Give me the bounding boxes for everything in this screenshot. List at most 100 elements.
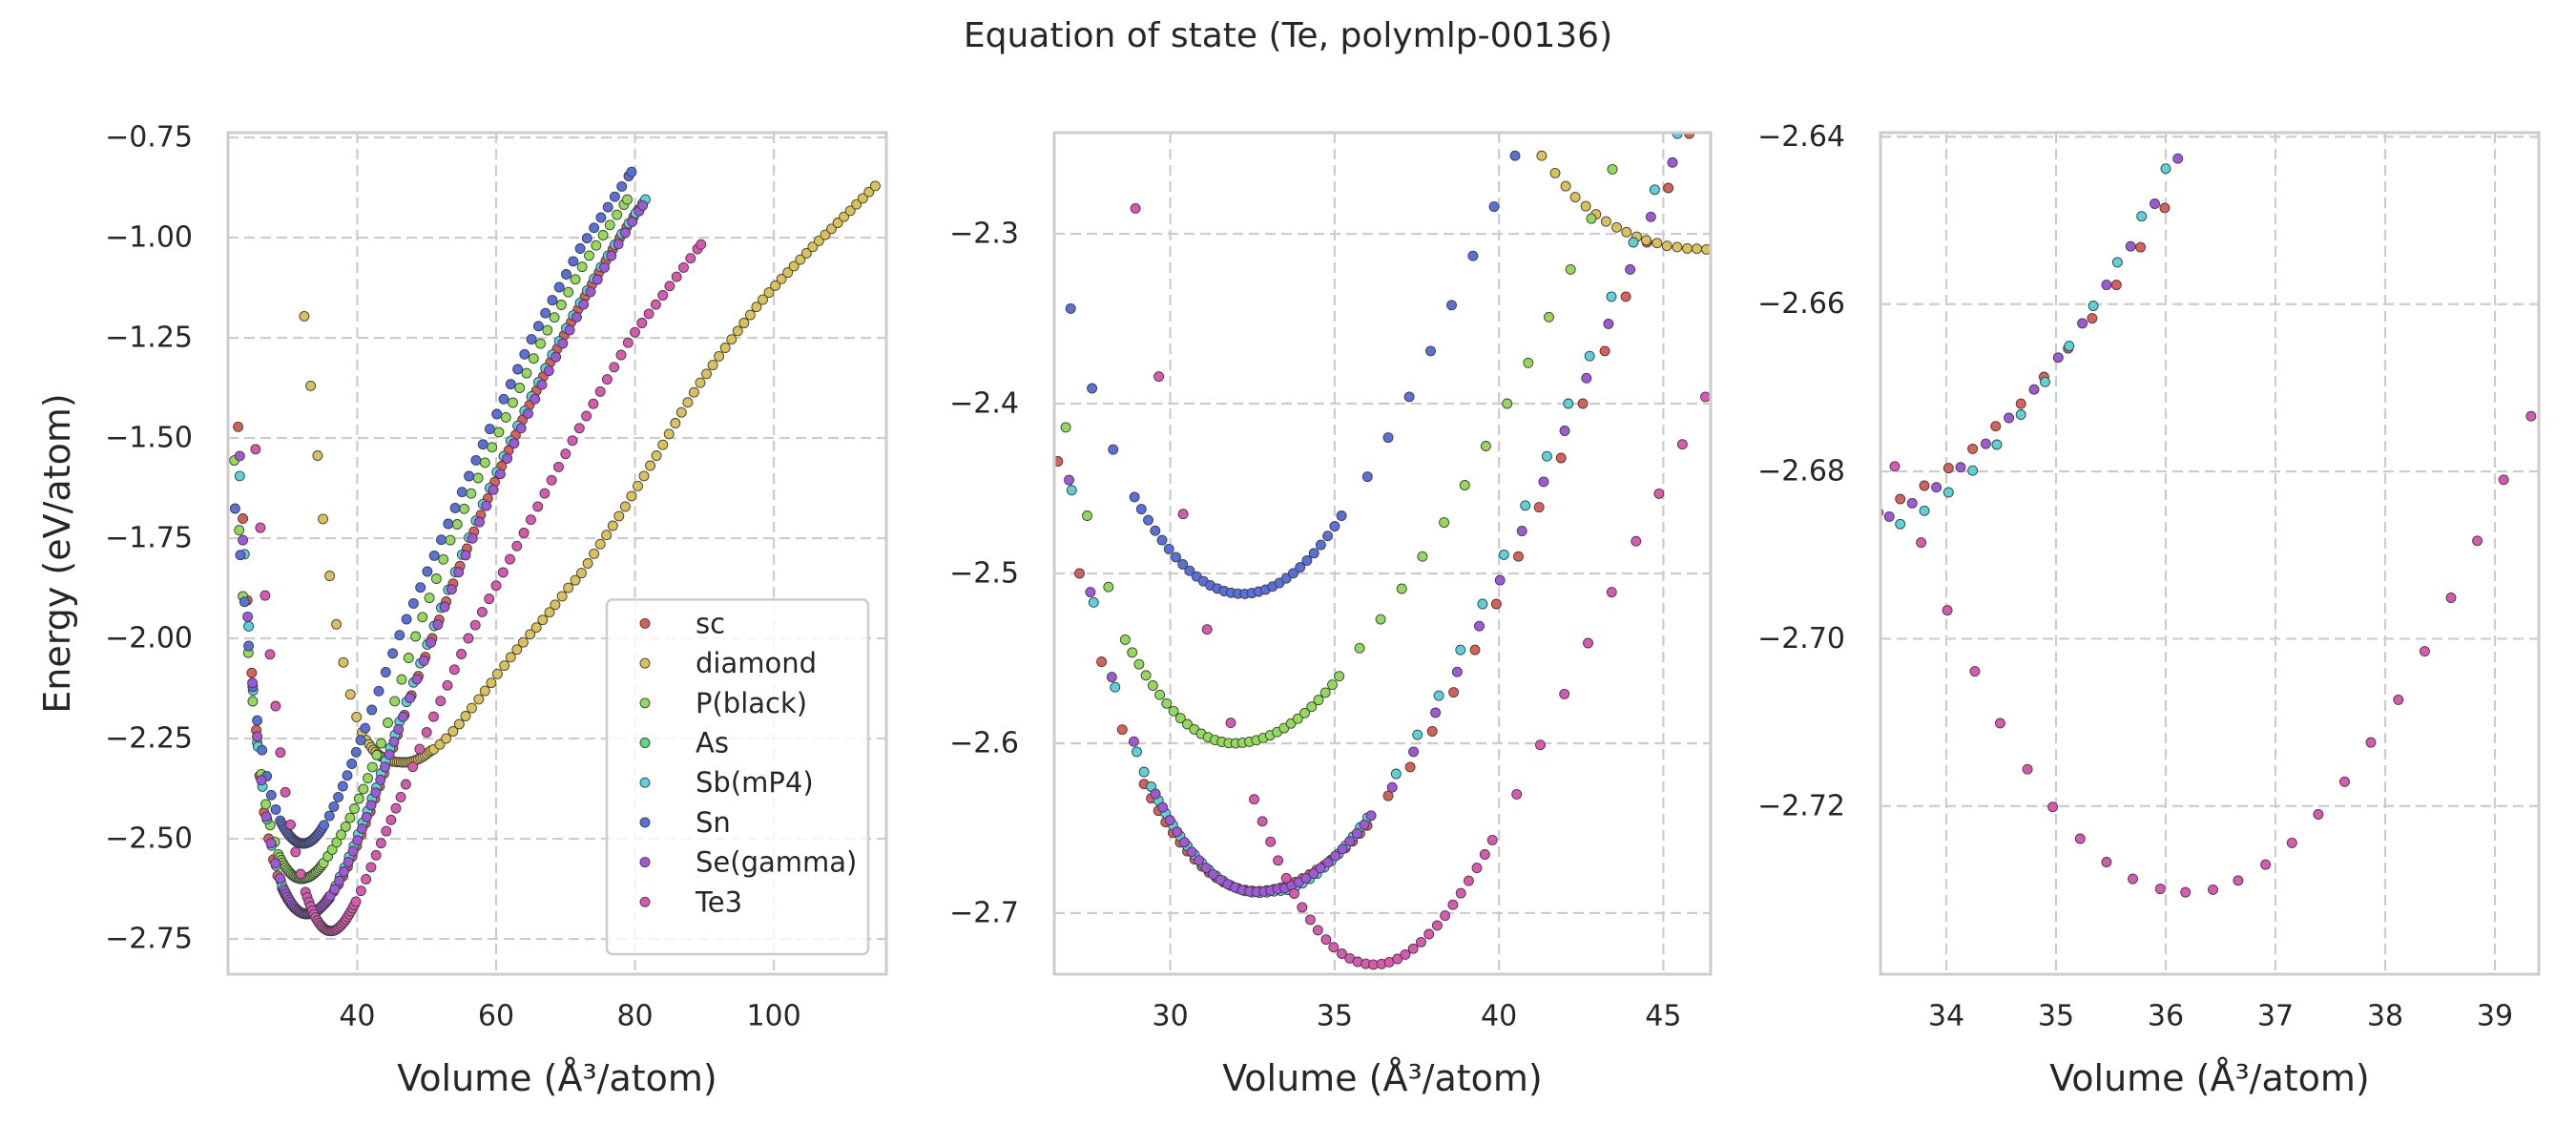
data-point-se-gamma	[1186, 846, 1197, 858]
data-point-diamond	[1692, 243, 1702, 255]
data-point-sn	[373, 685, 384, 697]
data-point-te3	[657, 290, 669, 301]
data-point-se-gamma	[1344, 836, 1356, 847]
data-point-te3	[1400, 948, 1411, 960]
y-tick-label: −2.68	[1757, 455, 1845, 489]
data-point-p-black	[1127, 647, 1138, 658]
legend-label: As	[696, 727, 729, 760]
data-point-p-black	[1565, 263, 1576, 275]
data-point-sn	[616, 180, 628, 192]
data-point-p-black	[336, 829, 346, 841]
data-point-se-gamma	[1164, 815, 1175, 826]
data-point-sb-mp4	[1066, 485, 1077, 496]
data-point-diamond	[447, 726, 459, 737]
data-point-se-gamma	[393, 723, 405, 735]
data-point-se-gamma	[509, 438, 520, 449]
data-point-diamond	[800, 247, 812, 259]
data-point-p-black	[234, 525, 245, 536]
data-point-sc	[1717, 45, 1727, 54]
data-point-sb-mp4	[1088, 596, 1099, 608]
data-point-sn	[456, 487, 467, 498]
gridlines	[1880, 133, 2539, 974]
data-point-te3	[365, 862, 377, 873]
scatter-points	[1801, 15, 2537, 898]
data-point-sn	[491, 408, 503, 420]
data-point-te3	[370, 849, 382, 861]
data-point-se-gamma	[384, 749, 395, 760]
data-point-diamond	[619, 501, 631, 512]
y-tick-label: −1.00	[105, 221, 193, 255]
data-point-sn	[1087, 383, 1098, 394]
data-point-diamond	[820, 229, 831, 240]
data-point-te3	[1583, 637, 1593, 649]
data-point-diamond	[1517, 117, 1527, 127]
data-point-te3	[539, 488, 551, 499]
data-point-p-black	[371, 749, 383, 760]
data-point-diamond	[813, 235, 824, 246]
legend-item-te3: Te3	[639, 885, 742, 918]
data-point-p-black	[1586, 213, 1597, 224]
data-point-sb-mp4	[1991, 439, 2003, 450]
data-point-diamond	[1611, 221, 1622, 233]
data-point-sb-mp4	[1477, 598, 1488, 610]
data-point-te3	[1440, 910, 1451, 922]
data-point-te3	[1486, 834, 1498, 845]
data-point-p-black	[1140, 670, 1152, 681]
y-tick-label: −2.72	[1757, 789, 1845, 822]
data-point-sn	[346, 759, 358, 769]
data-point-se-gamma	[2243, 15, 2253, 25]
series-te3	[250, 239, 707, 937]
y-tick-label: −2.00	[105, 622, 193, 656]
data-point-te3	[622, 337, 634, 348]
data-point-sn	[1129, 491, 1140, 503]
data-point-te3	[2498, 474, 2509, 486]
data-point-te3	[2419, 646, 2430, 657]
data-point-te3	[476, 606, 488, 617]
y-tick-label: −2.3	[949, 218, 1019, 251]
data-point-sn	[484, 424, 495, 435]
data-point-diamond	[556, 591, 568, 602]
data-point-se-gamma	[418, 656, 429, 666]
data-point-sn	[1135, 504, 1147, 515]
data-point-diamond	[1569, 192, 1581, 203]
data-point-sc	[1054, 456, 1064, 467]
data-point-te3	[1790, 189, 1799, 198]
data-point-diamond	[601, 530, 613, 541]
data-point-p-black	[1480, 441, 1491, 451]
data-point-te3	[1653, 488, 1665, 499]
data-point-sb-mp4	[1801, 533, 1811, 543]
data-point-diamond	[563, 582, 574, 593]
data-point-p-black	[340, 821, 351, 832]
data-point-sb-mp4	[1498, 549, 1509, 560]
data-point-te3	[696, 239, 707, 250]
data-point-se-gamma	[1308, 868, 1319, 879]
data-point-p-black	[376, 738, 386, 749]
x-tick-label: 45	[1645, 1000, 1681, 1033]
data-point-se-gamma	[1085, 587, 1096, 598]
data-point-sn	[1301, 555, 1313, 566]
data-point-se-gamma	[1408, 746, 1420, 758]
legend-marker-icon	[639, 697, 651, 709]
data-point-sn	[1446, 300, 1457, 311]
data-point-sn	[561, 269, 571, 280]
data-point-diamond	[1803, 221, 1813, 231]
data-point-diamond	[695, 377, 706, 388]
data-point-diamond	[688, 386, 699, 398]
data-point-sc	[1801, 526, 1811, 535]
data-point-te3	[2047, 802, 2059, 813]
data-point-p-black	[1313, 695, 1324, 706]
data-point-te3	[1423, 928, 1435, 940]
data-point-sb-mp4	[2088, 301, 2099, 311]
data-point-se-gamma	[502, 453, 513, 464]
data-point-diamond	[675, 406, 687, 418]
data-point-p-black	[1174, 713, 1186, 724]
data-point-te3	[2286, 837, 2297, 848]
data-point-se-gamma	[365, 800, 377, 811]
data-point-p-black	[472, 472, 484, 484]
data-point-diamond	[525, 629, 536, 640]
data-point-te3	[1407, 943, 1419, 954]
data-point-se-gamma	[1064, 474, 1074, 486]
y-axis-label: Energy (eV/atom)	[36, 393, 78, 713]
data-point-sn	[449, 502, 461, 513]
y-tick-label: −2.7	[949, 896, 1019, 929]
